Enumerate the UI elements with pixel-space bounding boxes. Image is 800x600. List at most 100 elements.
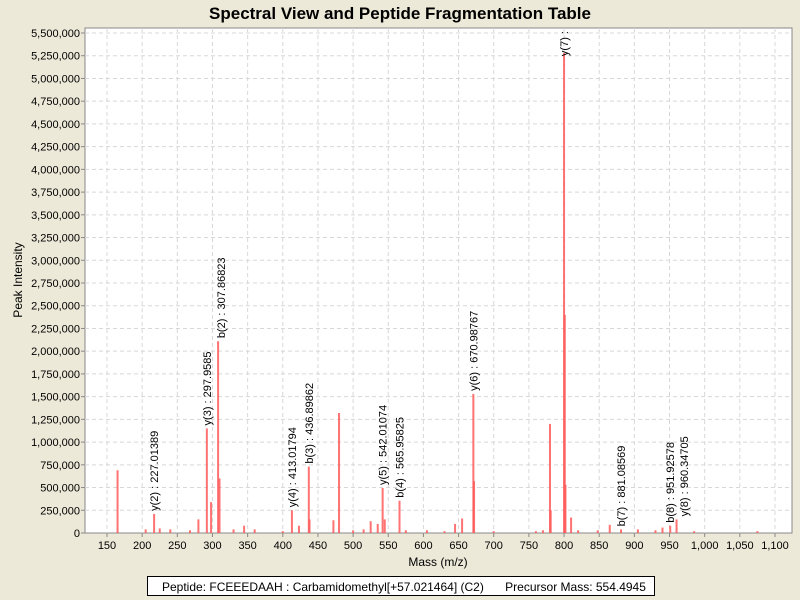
y-tick-label: 5,250,000 [31,51,80,63]
legend: Peptide: FCEEEDAAH : Carbamidomethyl[+57… [147,576,655,596]
peak-bar [369,521,372,533]
peak-bar [549,510,552,533]
peak-labels: y(2) : 227.01389 y(3) : 297.9585 b(2) : 30… [149,31,691,526]
peak-bar [205,428,208,533]
peak-bar [661,527,664,533]
x-tick-label: 500 [344,540,362,552]
y-tick-label: 2,250,000 [31,323,80,335]
peak-label: y(3) : 297.9585 [202,351,214,425]
peak-bar [443,531,446,533]
x-tick-label: 550 [379,540,397,552]
peak-bar [472,393,475,533]
peak-bar [620,529,623,533]
y-tick-label: 4,500,000 [31,119,80,131]
y-tick-label: 1,500,000 [31,392,80,404]
y-tick-label: 0 [74,528,80,540]
peak-bar [232,529,235,533]
peak-bar [281,531,284,533]
x-tick-label: 800 [555,540,573,552]
y-tick-label: 1,000,000 [31,437,80,449]
peak-bar [596,530,599,533]
y-tick-label: 3,750,000 [31,187,80,199]
x-tick-label: 1,050 [726,540,754,552]
peak-bar [332,520,335,533]
peak-bar [210,502,213,533]
y-tick-label: 2,750,000 [31,278,80,290]
y-tick-label: 3,250,000 [31,233,80,245]
x-axis-label: Mass (m/z) [408,555,467,569]
peak-bar [381,488,384,533]
peak-bar [654,530,657,533]
peak-bar [308,519,311,533]
y-axis-label: Peak Intensity [11,242,25,317]
peak-bar [307,466,310,533]
y-tick-label: 2,000,000 [31,346,80,358]
grid [85,28,792,533]
peak-bar [563,314,566,533]
peak-bar [548,423,551,533]
peak-bar [534,531,537,533]
peak-bar [541,530,544,533]
spectrum-chart: Spectral View and Peptide Fragmentation … [11,4,793,569]
peak-bar [756,531,759,533]
peak-bar [461,518,464,533]
x-tick-label: 350 [238,540,256,552]
peak-label: b(3) : 436.89862 [304,383,316,464]
y-axis: 0 250,000 500,000 750,000 1,000,000 1,250,000… [31,28,85,540]
y-tick-label: 3,000,000 [31,255,80,267]
x-tick-label: 150 [98,540,116,552]
peak-bar [253,529,256,533]
peak-bar [290,510,293,533]
peak-label: y(7) : [559,31,571,56]
peak-bar [352,530,355,533]
x-tick-label: 650 [449,540,467,552]
y-tick-label: 2,500,000 [31,301,80,313]
y-tick-label: 250,000 [40,505,80,517]
peak-bar [608,524,611,533]
peak-bar [362,529,365,533]
peak-bar [297,525,300,533]
peak-bar [144,529,147,533]
peak-bar [669,525,672,533]
peak-bar [217,341,220,533]
x-tick-label: 450 [309,540,327,552]
peak-bar [376,523,379,533]
peak-bar [188,530,191,533]
y-tick-label: 4,750,000 [31,96,80,108]
peak-bar [492,531,495,533]
peak-bar [404,530,407,533]
y-tick-label: 5,000,000 [31,73,80,85]
y-tick-label: 1,250,000 [31,414,80,426]
legend-peptide: Peptide: FCEEEDAAH : Carbamidomethyl[+57… [162,580,484,594]
peak-bar [564,484,567,533]
y-tick-label: 5,500,000 [31,28,80,40]
peak-label: b(7) : 881.08569 [616,446,628,527]
peaks [116,53,759,533]
x-tick-label: 300 [203,540,221,552]
peak-bar [454,523,457,533]
y-tick-label: 1,750,000 [31,369,80,381]
peak-label: b(4) : 565.95825 [395,417,407,498]
peak-label: y(5) : 542.01074 [378,405,390,485]
y-tick-label: 4,000,000 [31,164,80,176]
x-tick-label: 250 [168,540,186,552]
y-tick-label: 4,250,000 [31,142,80,154]
peak-label: b(2) : 307.86823 [216,257,228,338]
y-tick-label: 3,500,000 [31,210,80,222]
peak-bar [577,530,580,533]
x-tick-label: 600 [414,540,432,552]
peak-label: b(8) : 951.92578 [665,442,677,523]
peak-label: y(2) : 227.01389 [149,431,161,511]
x-tick-label: 950 [660,540,678,552]
peak-bar [243,525,246,533]
x-tick-label: 850 [590,540,608,552]
x-tick-label: 700 [485,540,503,552]
legend-precursor: Precursor Mass: 554.4945 [505,580,646,594]
x-tick-label: 750 [520,540,538,552]
peak-bar [169,529,172,533]
peak-bar [425,530,428,533]
x-tick-label: 1,000 [691,540,719,552]
peak-label: y(4) : 413.01794 [287,427,299,507]
peak-bar [398,500,401,533]
peak-bar [473,481,476,533]
